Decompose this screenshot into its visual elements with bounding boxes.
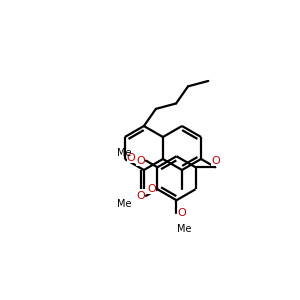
Text: O: O	[211, 156, 220, 166]
Text: Me: Me	[178, 224, 192, 234]
Text: O: O	[147, 184, 156, 194]
Text: Me: Me	[117, 199, 132, 208]
Text: O: O	[178, 208, 186, 218]
Text: O: O	[136, 156, 145, 166]
Text: Me: Me	[117, 148, 132, 158]
Text: O: O	[127, 153, 136, 163]
Text: O: O	[136, 191, 145, 201]
